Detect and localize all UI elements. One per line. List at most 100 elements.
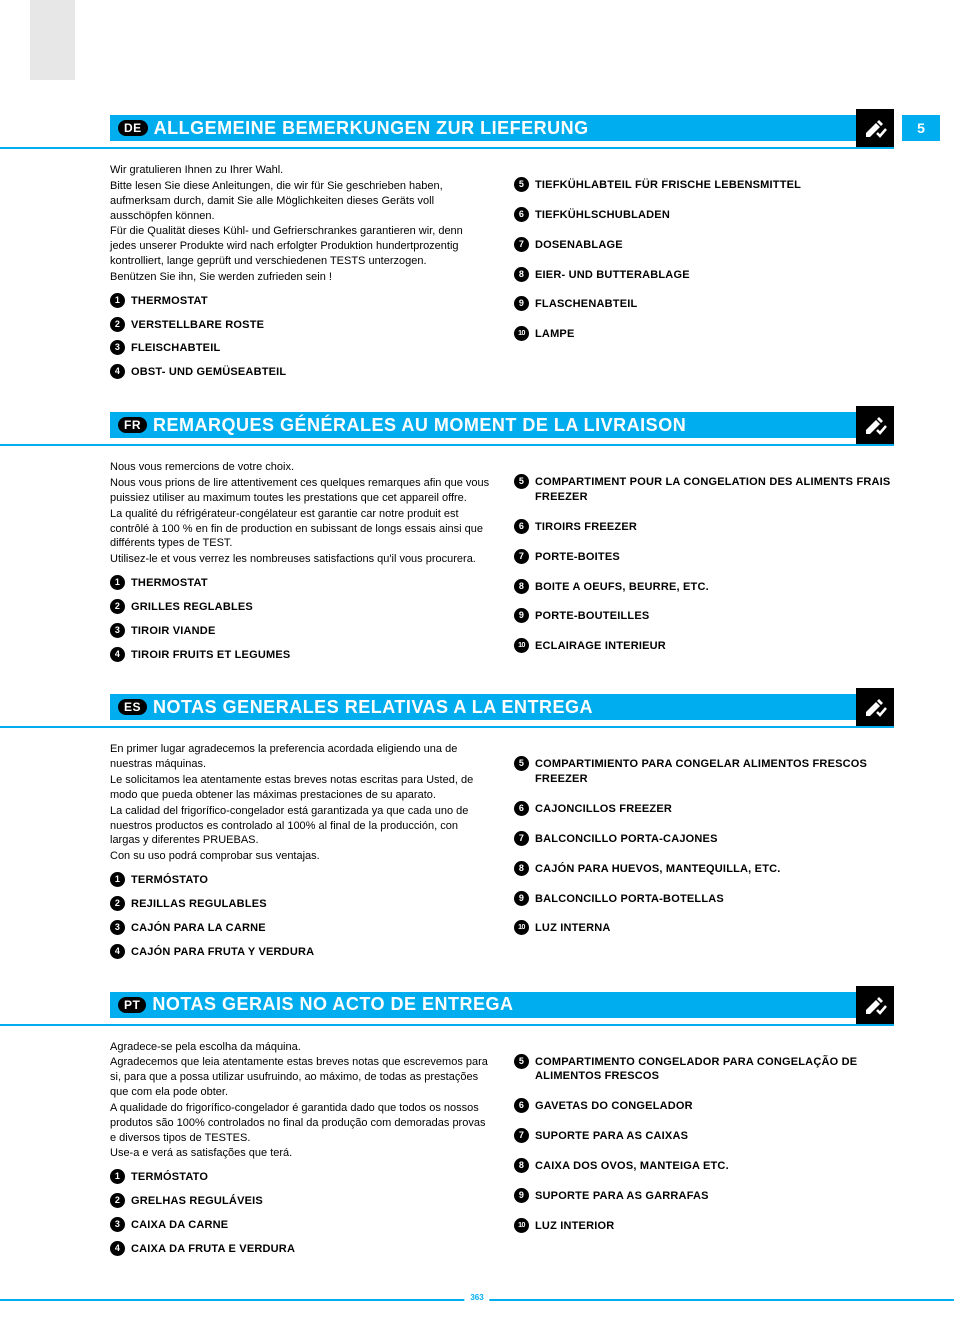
intro-paragraph: Agradece-se pela escolha da máquina. (110, 1040, 490, 1055)
language-pill: ES (118, 699, 147, 715)
component-number-badge: 9 (514, 296, 529, 311)
intro-paragraph: A qualidade do frigorífico-congelador é … (110, 1101, 490, 1146)
component-label: OBST- UND GEMÜSEABTEIL (131, 364, 286, 380)
component-label: SUPORTE PARA AS CAIXAS (535, 1128, 688, 1144)
component-item: 1TERMÓSTATO (110, 1169, 490, 1185)
component-number-badge: 9 (514, 608, 529, 623)
component-number-badge: 4 (110, 647, 125, 662)
component-label: PORTE-BOUTEILLES (535, 608, 649, 624)
intro-paragraph: Le solicitamos lea atentamente estas bre… (110, 773, 490, 803)
component-number-badge: 9 (514, 891, 529, 906)
component-label: LUZ INTERIOR (535, 1218, 614, 1234)
component-item: 9SUPORTE PARA AS GARRAFAS (514, 1188, 894, 1204)
left-column: Nous vous remercions de votre choix.Nous… (110, 460, 490, 670)
section-body: En primer lugar agradecemos la preferenc… (110, 728, 894, 973)
component-number-badge: 10 (514, 638, 529, 653)
component-item: 6TIROIRS FREEZER (514, 519, 894, 535)
intro-text: En primer lugar agradecemos la preferenc… (110, 742, 490, 864)
component-item: 8BOITE A OEUFS, BEURRE, ETC. (514, 579, 894, 595)
component-label: CAJÓN PARA LA CARNE (131, 920, 266, 936)
component-label: TIROIR VIANDE (131, 623, 216, 639)
margin-tab (30, 0, 75, 80)
component-item: 7DOSENABLAGE (514, 237, 894, 253)
component-item: 5TIEFKÜHLABTEIL FÜR FRISCHE LEBENSMITTEL (514, 177, 894, 193)
language-pill: PT (118, 997, 146, 1013)
component-item: 10 ECLAIRAGE INTERIEUR (514, 638, 894, 654)
component-number-badge: 5 (514, 756, 529, 771)
component-label: GRELHAS REGULÁVEIS (131, 1193, 263, 1209)
component-label: TERMÓSTATO (131, 1169, 208, 1185)
component-item: 6TIEFKÜHLSCHUBLADEN (514, 207, 894, 223)
component-label: GAVETAS DO CONGELADOR (535, 1098, 693, 1114)
left-column: En primer lugar agradecemos la preferenc… (110, 742, 490, 967)
component-number-badge: 3 (110, 340, 125, 355)
component-label: CAIXA DOS OVOS, MANTEIGA ETC. (535, 1158, 729, 1174)
component-label: COMPARTIMENT POUR LA CONGELATION DES ALI… (535, 474, 894, 505)
component-item: 7PORTE-BOITES (514, 549, 894, 565)
component-label: TIEFKÜHLABTEIL FÜR FRISCHE LEBENSMITTEL (535, 177, 801, 193)
right-column: 5 COMPARTIMIENTO PARA CONGELAR ALIMENTOS … (514, 742, 894, 967)
component-item: 9BALCONCILLO PORTA-BOTELLAS (514, 891, 894, 907)
component-number-badge: 2 (110, 1193, 125, 1208)
component-label: SUPORTE PARA AS GARRAFAS (535, 1188, 709, 1204)
component-item: 3FLEISCHABTEIL (110, 340, 490, 356)
intro-paragraph: La qualité du réfrigérateur-congélateur … (110, 507, 490, 552)
component-label: EIER- UND BUTTERABLAGE (535, 267, 690, 283)
intro-paragraph: Bitte lesen Sie diese Anleitungen, die w… (110, 179, 490, 224)
component-item: 3 CAJÓN PARA LA CARNE (110, 920, 490, 936)
component-number-badge: 5 (514, 474, 529, 489)
component-label: COMPARTIMIENTO PARA CONGELAR ALIMENTOS F… (535, 756, 894, 787)
section-header-fr: FRREMARQUES GÉNÉRALES AU MOMENT DE LA LI… (110, 412, 894, 438)
component-item: 3CAIXA DA CARNE (110, 1217, 490, 1233)
component-label: COMPARTIMENTO CONGELADOR PARA CONGELAÇÃO… (535, 1054, 894, 1085)
component-item: 8EIER- UND BUTTERABLAGE (514, 267, 894, 283)
section-icon-box (856, 688, 894, 726)
component-item: 4CAJÓN PARA FRUTA Y VERDURA (110, 944, 490, 960)
component-number-badge: 3 (110, 1217, 125, 1232)
component-number-badge: 10 (514, 1218, 529, 1233)
component-number-badge: 2 (110, 317, 125, 332)
component-label: VERSTELLBARE ROSTE (131, 317, 264, 333)
component-item: 3TIROIR VIANDE (110, 623, 490, 639)
component-item: 8CAIXA DOS OVOS, MANTEIGA ETC. (514, 1158, 894, 1174)
section-body: Wir gratulieren Ihnen zu Ihrer Wahl.Bitt… (110, 149, 894, 394)
section-header-es: ESNOTAS GENERALES RELATIVAS A LA ENTREGA (110, 694, 894, 720)
component-item: 9FLASCHENABTEIL (514, 296, 894, 312)
pencil-check-icon (863, 695, 887, 719)
component-label: LAMPE (535, 326, 575, 342)
component-label: TIROIR FRUITS ET LEGUMES (131, 647, 290, 663)
component-label: TIROIRS FREEZER (535, 519, 637, 535)
component-item: 10 LAMPE (514, 326, 894, 342)
component-item: 7BALCONCILLO PORTA-CAJONES (514, 831, 894, 847)
pencil-check-icon (863, 413, 887, 437)
component-number-badge: 5 (514, 1054, 529, 1069)
page-number-badge: 5 (902, 115, 940, 141)
section-icon-box (856, 986, 894, 1024)
component-label: TERMÓSTATO (131, 872, 208, 888)
component-label: TIEFKÜHLSCHUBLADEN (535, 207, 670, 223)
section-title: ALLGEMEINE BEMERKUNGEN ZUR LIEFERUNG (154, 118, 589, 139)
component-number-badge: 4 (110, 364, 125, 379)
section-header-pt: PTNOTAS GERAIS NO ACTO DE ENTREGA (110, 992, 894, 1018)
component-label: PORTE-BOITES (535, 549, 620, 565)
intro-paragraph: Benützen Sie ihn, Sie werden zufrieden s… (110, 270, 490, 285)
component-number-badge: 7 (514, 1128, 529, 1143)
section-body: Agradece-se pela escolha da máquina.Agra… (110, 1026, 894, 1271)
pencil-check-icon (863, 116, 887, 140)
component-item: 2REJILLAS REGULABLES (110, 896, 490, 912)
component-number-badge: 2 (110, 896, 125, 911)
intro-paragraph: Wir gratulieren Ihnen zu Ihrer Wahl. (110, 163, 490, 178)
component-item: 10LUZ INTERNA (514, 920, 894, 936)
component-label: THERMOSTAT (131, 293, 208, 309)
left-column: Wir gratulieren Ihnen zu Ihrer Wahl.Bitt… (110, 163, 490, 388)
component-number-badge: 4 (110, 1241, 125, 1256)
page-footer: 363 (0, 1299, 954, 1301)
component-item: 5 COMPARTIMENT POUR LA CONGELATION DES AL… (514, 474, 894, 505)
component-item: 2 VERSTELLBARE ROSTE (110, 317, 490, 333)
language-pill: DE (118, 120, 148, 136)
component-label: ECLAIRAGE INTERIEUR (535, 638, 666, 654)
component-number-badge: 3 (110, 920, 125, 935)
component-number-badge: 10 (514, 326, 529, 341)
component-number-badge: 7 (514, 237, 529, 252)
component-label: CAIXA DA FRUTA E VERDURA (131, 1241, 295, 1257)
